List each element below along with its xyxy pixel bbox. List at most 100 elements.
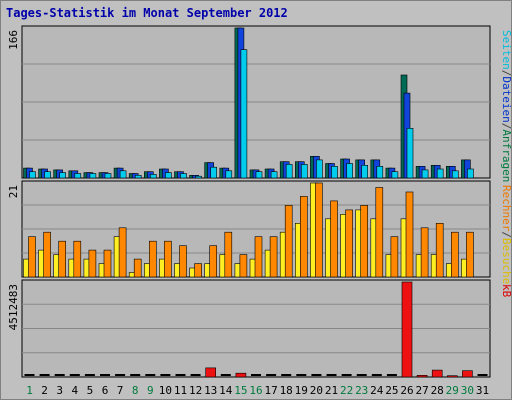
- day-label-31: 31: [476, 384, 489, 397]
- bar-rechner-day-2: [43, 231, 51, 278]
- bar-seiten-day-21: [331, 166, 338, 179]
- bar-seiten-day-5: [89, 173, 97, 179]
- bar-rechner-day-4: [73, 240, 82, 278]
- bar-rechner-day-23: [360, 205, 369, 278]
- bar-rechner-day-12: [194, 263, 202, 278]
- day-label-7: 7: [117, 384, 124, 397]
- day-label-10: 10: [159, 384, 172, 397]
- bar-rechner-day-5: [88, 249, 97, 278]
- bar-rechner-day-7: [118, 227, 127, 278]
- day-label-20: 20: [310, 384, 323, 397]
- bar-rechner-day-8: [133, 258, 142, 278]
- bar-rechner-day-16: [254, 236, 263, 278]
- day-label-4: 4: [71, 384, 78, 397]
- bar-rechner-day-3: [58, 240, 67, 278]
- bar-seiten-day-19: [300, 164, 308, 179]
- day-axis: 1 2 3 4 5 6 7 8 9 10 11 12 13 14 15 16 17 18 19 20 21 22 23 24 2…: [26, 384, 489, 397]
- bar-kb-day-27: [416, 374, 428, 378]
- legend-besuche: Besuche: [500, 238, 512, 284]
- max-value-label: 4512483: [7, 284, 20, 330]
- day-label-8: 8: [132, 384, 139, 397]
- day-label-2: 2: [41, 384, 48, 397]
- day-label-5: 5: [87, 384, 94, 397]
- bar-rechner-day-15: [239, 254, 248, 278]
- max-value-label: 21: [7, 185, 20, 198]
- bar-rechner-day-27: [420, 227, 429, 278]
- day-label-26: 26: [400, 384, 413, 397]
- bar-rechner-day-22: [345, 209, 353, 278]
- panel-3: 4512483 kB: [7, 279, 512, 378]
- bar-rechner-day-11: [179, 245, 187, 278]
- day-label-11: 11: [174, 384, 187, 397]
- bar-seiten-day-17: [270, 171, 278, 179]
- bar-rechner-day-10: [164, 240, 172, 278]
- chart-title: Tages-Statistik im Monat September 2012: [6, 6, 288, 20]
- bar-rechner-day-13: [209, 245, 217, 278]
- bar-seiten-day-27: [421, 169, 429, 179]
- bar-rechner-day-14: [224, 231, 233, 278]
- bar-rechner-day-28: [435, 223, 444, 278]
- bar-rechner-day-19: [299, 196, 308, 278]
- bar-seiten-day-3: [59, 172, 67, 179]
- bar-seiten-day-18: [285, 164, 293, 179]
- bar-seiten-day-12: [195, 175, 202, 179]
- bar-seiten-day-10: [165, 172, 172, 179]
- bar-seiten-day-25: [391, 171, 399, 179]
- bar-seiten-day-20: [316, 159, 323, 179]
- bar-seiten-day-1: [29, 171, 36, 179]
- day-label-30: 30: [461, 384, 474, 397]
- bar-kb-day-29: [446, 375, 458, 378]
- day-label-15: 15: [234, 384, 247, 397]
- bar-rechner-day-25: [390, 236, 399, 278]
- bar-seiten-day-24: [376, 166, 384, 179]
- day-label-19: 19: [295, 384, 308, 397]
- bar-seiten-day-4: [74, 173, 82, 179]
- bar-rechner-day-24: [375, 187, 384, 278]
- day-label-17: 17: [264, 384, 277, 397]
- bar-seiten-day-28: [436, 168, 444, 179]
- legend-separator: /: [500, 70, 512, 77]
- bar-seiten-day-22: [346, 163, 353, 179]
- bar-kb-day-13: [205, 367, 216, 378]
- day-label-22: 22: [340, 384, 353, 397]
- bar-seiten-day-13: [210, 166, 217, 179]
- day-label-27: 27: [415, 384, 428, 397]
- day-label-29: 29: [446, 384, 459, 397]
- bar-rechner-day-18: [284, 205, 293, 278]
- bar-kb-day-15: [235, 372, 247, 378]
- legend-seiten: Seiten: [500, 30, 512, 70]
- bar-rechner-day-1: [28, 236, 36, 278]
- bar-kb-day-28: [431, 369, 443, 378]
- bar-seiten-day-15: [240, 49, 248, 179]
- bar-rechner-day-26: [405, 191, 414, 278]
- day-label-16: 16: [249, 384, 262, 397]
- legend-rechner: Rechner: [500, 185, 512, 232]
- legend-separator: /: [500, 123, 512, 130]
- bar-seiten-day-30: [467, 168, 474, 179]
- day-label-1: 1: [26, 384, 33, 397]
- bar-kb-day-30: [462, 370, 473, 378]
- day-label-23: 23: [355, 384, 368, 397]
- panel-2: 21 Rechner/Besuche: [7, 180, 512, 284]
- bar-seiten-day-26: [406, 128, 414, 179]
- bar-seiten-day-11: [180, 173, 187, 179]
- bar-seiten-day-9: [150, 174, 157, 179]
- day-label-14: 14: [219, 384, 233, 397]
- legend-anfragen: Anfragen: [500, 129, 512, 182]
- day-label-21: 21: [325, 384, 338, 397]
- legend-separator: /: [500, 231, 512, 238]
- bar-rechner-day-6: [103, 249, 112, 278]
- bar-seiten-day-8: [134, 175, 142, 179]
- bar-rechner-day-21: [330, 200, 338, 278]
- legend-dateien: Dateien: [500, 76, 512, 122]
- day-label-24: 24: [370, 384, 384, 397]
- day-label-18: 18: [280, 384, 293, 397]
- day-label-28: 28: [431, 384, 444, 397]
- day-label-9: 9: [147, 384, 154, 397]
- bar-rechner-day-9: [149, 240, 157, 278]
- bar-rechner-day-29: [450, 231, 459, 278]
- day-label-25: 25: [385, 384, 398, 397]
- bar-seiten-day-23: [361, 165, 369, 179]
